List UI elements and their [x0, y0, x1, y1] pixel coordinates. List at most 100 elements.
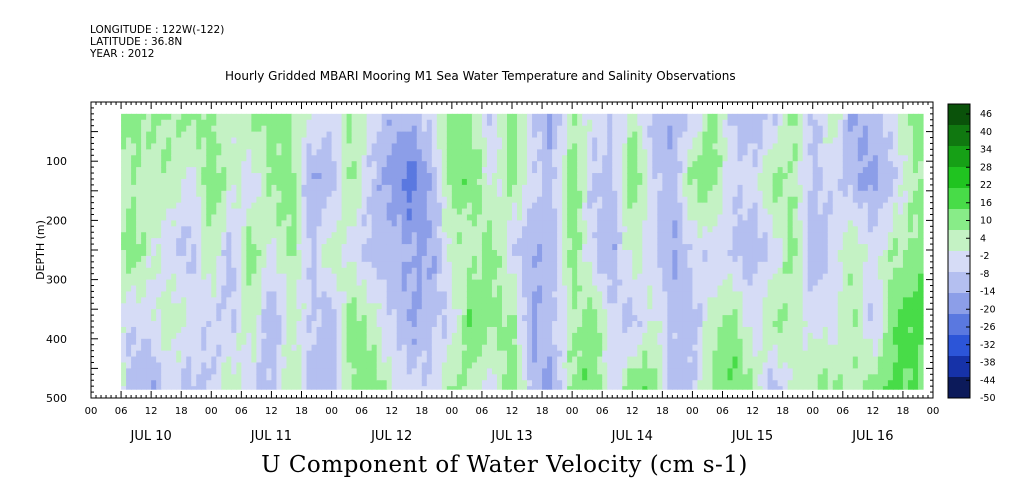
- field-cell: [632, 125, 638, 133]
- field-cell: [637, 190, 643, 198]
- field-cell: [241, 238, 247, 245]
- field-cell: [391, 303, 398, 310]
- field-cell: [592, 332, 598, 340]
- field-cell: [527, 113, 533, 121]
- field-cell: [206, 279, 212, 287]
- field-cell: [642, 285, 648, 293]
- field-cell: [326, 291, 333, 298]
- field-cell: [421, 190, 428, 198]
- field-cell: [121, 386, 127, 390]
- field-cell: [436, 137, 443, 145]
- field-cell: [166, 244, 172, 251]
- field-cell: [311, 255, 318, 263]
- field-cell: [166, 113, 172, 121]
- field-cell: [527, 238, 533, 245]
- field-cell: [451, 173, 458, 180]
- field-cell: [522, 155, 528, 162]
- field-cell: [296, 374, 303, 381]
- field-cell: [331, 167, 338, 174]
- field-cell: [501, 380, 508, 387]
- field-cell: [451, 386, 458, 390]
- field-cell: [386, 214, 393, 221]
- field-cell: [346, 244, 353, 251]
- field-cell: [226, 279, 232, 287]
- field-cell: [426, 178, 433, 186]
- field-cell: [176, 338, 182, 346]
- field-cell: [517, 386, 523, 390]
- field-cell: [381, 238, 388, 245]
- field-cell: [256, 273, 262, 281]
- field-cell: [231, 321, 237, 328]
- field-cell: [431, 261, 438, 269]
- field-cell: [341, 119, 348, 127]
- field-cell: [506, 250, 513, 257]
- field-cell: [627, 326, 633, 334]
- field-cell: [296, 326, 303, 334]
- field-cell: [176, 326, 182, 334]
- field-cell: [121, 184, 127, 192]
- field-cell: [461, 119, 468, 127]
- field-cell: [346, 344, 353, 352]
- field-cell: [587, 131, 593, 139]
- field-cell: [441, 190, 448, 198]
- field-cell: [421, 196, 428, 204]
- field-cell: [517, 119, 523, 127]
- field-cell: [316, 220, 323, 227]
- field-cell: [176, 344, 182, 352]
- field-cell: [141, 244, 147, 251]
- field-cell: [501, 386, 508, 390]
- field-cell: [211, 238, 217, 245]
- field-cell: [562, 167, 568, 174]
- field-cell: [356, 315, 363, 322]
- field-cell: [612, 184, 618, 192]
- field-cell: [592, 338, 598, 346]
- field-cell: [572, 113, 578, 121]
- field-cell: [632, 214, 638, 221]
- field-cell: [326, 190, 333, 198]
- field-cell: [476, 178, 483, 186]
- field-cell: [476, 303, 483, 310]
- field-cell: [401, 315, 408, 322]
- field-cell: [557, 380, 563, 387]
- field-cell: [436, 232, 443, 239]
- field-cell: [597, 238, 603, 245]
- field-cell: [266, 380, 273, 387]
- field-cell: [436, 321, 443, 328]
- field-cell: [316, 149, 323, 156]
- field-cell: [196, 208, 202, 216]
- field-cell: [527, 344, 533, 352]
- field-cell: [311, 196, 318, 204]
- field-cell: [577, 321, 583, 328]
- field-cell: [341, 143, 348, 150]
- field-cell: [451, 338, 458, 346]
- field-cell: [266, 119, 273, 127]
- field-cell: [637, 297, 643, 304]
- field-cell: [356, 297, 363, 304]
- field-cell: [211, 285, 217, 293]
- field-cell: [587, 137, 593, 145]
- field-cell: [451, 196, 458, 204]
- field-cell: [296, 380, 303, 387]
- field-cell: [501, 273, 508, 281]
- field-cell: [301, 125, 308, 133]
- field-cell: [592, 161, 598, 168]
- field-cell: [542, 214, 548, 221]
- field-cell: [577, 374, 583, 381]
- field-cell: [291, 374, 298, 381]
- field-cell: [441, 285, 448, 293]
- field-cell: [191, 155, 197, 162]
- field-cell: [136, 297, 142, 304]
- field-cell: [121, 309, 127, 316]
- field-cell: [522, 137, 528, 145]
- field-cell: [406, 137, 413, 145]
- field-cell: [476, 350, 483, 358]
- field-cell: [261, 250, 268, 257]
- field-cell: [171, 238, 177, 245]
- field-cell: [236, 386, 242, 390]
- field-cell: [501, 220, 508, 227]
- field-cell: [396, 250, 403, 257]
- field-cell: [547, 196, 553, 204]
- field-cell: [426, 368, 433, 375]
- field-cell: [286, 202, 293, 210]
- field-cell: [637, 356, 643, 364]
